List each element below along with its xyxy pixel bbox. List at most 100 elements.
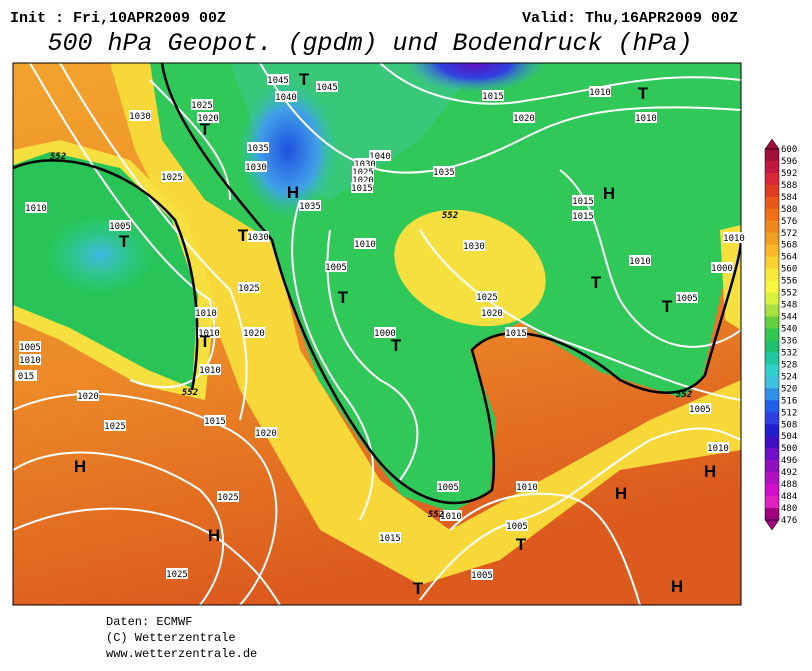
pressure-center: T [516,535,527,554]
isobar-label-bg [354,238,376,249]
legend-label: 504 [781,432,797,442]
isobar-label-bg [316,81,338,92]
isobar-label-bg [629,255,651,266]
isobar-label: 1045 [316,83,338,93]
isobar-label: 1030 [463,242,485,252]
isobar-label: 1000 [374,329,396,339]
legend-swatch [765,208,779,222]
legend-label: 568 [781,241,797,251]
isobar-label-bg [161,171,183,182]
isobar-label: 1010 [198,329,220,339]
isobar-label-bg [217,491,239,502]
legend-swatch [765,412,779,425]
legend-swatch [765,149,779,162]
pressure-center: T [238,226,249,245]
isobar-label-bg [505,327,527,338]
legend-swatch [765,256,779,270]
isobar-label: 015 [18,372,34,382]
legend-frame [764,148,780,521]
legend-swatch [765,376,779,389]
isobar-label: 1010 [516,483,538,493]
legend-swatch [765,172,779,186]
legend-tip [764,138,780,150]
isobar-label-bg [440,510,462,521]
legend-label: 552 [781,289,797,299]
pressure-center: H [74,457,86,476]
isobar-label-bg [463,240,485,251]
isobar-label: 1015 [505,329,527,339]
isobar-label-bg [707,442,729,453]
legend-label: 524 [781,372,797,382]
isobar-label: 1005 [689,405,711,415]
legend-swatch [765,232,779,246]
isobar-label: 1005 [506,522,528,532]
isobar-label-bg [352,174,374,185]
footer-copyright: (C) Wetterzentrale [106,631,236,645]
legend-label: 560 [781,265,797,275]
isobar-label: 1010 [629,257,651,267]
isobar-label: 1005 [471,571,493,581]
isobar-label: 1015 [351,184,373,194]
isobar-label: 1045 [267,76,289,86]
isobar-label-bg [711,262,733,273]
isobar-label: 1030 [245,163,267,173]
legend-swatch [765,400,779,413]
isobar-label: 1010 [199,366,221,376]
isobar-label: 1020 [352,176,374,186]
isobar-label-bg [374,327,396,338]
isobar-label-bg [191,99,213,110]
isobar-label: 1030 [129,112,151,122]
legend-label: 600 [781,145,797,155]
isobar-label: 1010 [25,204,47,214]
isobar-label-bg [351,182,373,193]
legend-swatch [765,280,779,294]
isobar-label: 1015 [379,534,401,544]
isobar-label-bg [299,200,321,211]
legend-label: 556 [781,277,797,287]
legend-swatch [765,292,779,306]
isobar-label: 1025 [161,173,183,183]
legend-swatch [765,484,779,497]
isobar-label-bg [275,91,297,102]
legend-tip [764,519,780,531]
legend-swatch [765,244,779,258]
valid-time: Valid: Thu,16APR2009 00Z [522,10,738,27]
isobar-label: 1020 [197,114,219,124]
legend-label: 536 [781,336,797,346]
isobar-label-bg [129,110,151,121]
legend-swatch [765,352,779,365]
isobar-label: 1005 [325,263,347,273]
isobar-label: 1010 [440,512,462,522]
isobar-label: 1005 [676,294,698,304]
isobar-label-bg [267,74,289,85]
legend-label: 592 [781,169,797,179]
isobar-label-bg [506,520,528,531]
pressure-center: T [413,579,424,598]
footer-url: www.wetterzentrale.de [106,647,257,661]
isobar-label: 1010 [354,240,376,250]
pressure-center: H [615,484,627,503]
isobar-label: 1030 [247,233,269,243]
legend-label: 532 [781,348,797,358]
legend-swatch [765,424,779,437]
isobar-label-bg [19,354,41,365]
isobar-label-bg [325,261,347,272]
isobar-label-bg [354,158,376,169]
isobar-label: 1005 [19,343,41,353]
isobar-label: 1010 [707,444,729,454]
isobar-label: 1030 [354,160,376,170]
isobar-label-bg [471,569,493,580]
legend-swatch [765,496,779,509]
legend-label: 512 [781,408,797,418]
legend-label: 520 [781,384,797,394]
legend-label: 480 [781,504,797,514]
isobar-label: 1010 [723,234,745,244]
legend-label: 572 [781,229,797,239]
legend-label: 548 [781,301,797,311]
legend-label: 484 [781,492,797,502]
legend-swatch [765,220,779,234]
isobar-label-bg [198,327,220,338]
pressure-center: H [671,577,683,596]
pressure-center: H [603,184,615,203]
legend-swatch [765,316,779,330]
